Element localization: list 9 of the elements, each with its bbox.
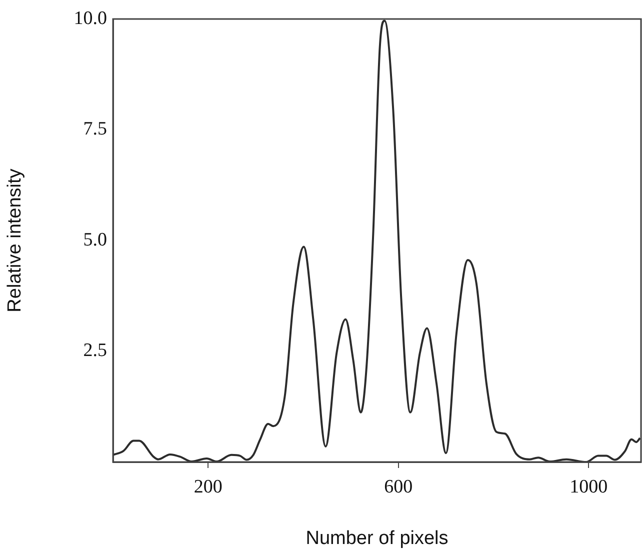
y-axis-title: Relative intensity <box>4 168 26 312</box>
x-tick-label: 600 <box>384 476 413 498</box>
y-tick-label: 2.5 <box>83 340 107 362</box>
y-tick-label: 5.0 <box>83 229 107 250</box>
y-tick-label: 7.5 <box>83 118 107 140</box>
x-axis-title: Number of pixels <box>306 528 448 549</box>
x-tick-label: 200 <box>194 476 222 498</box>
x-tick-label: 1000 <box>570 476 608 498</box>
y-tick-label: 10.0 <box>74 8 107 29</box>
